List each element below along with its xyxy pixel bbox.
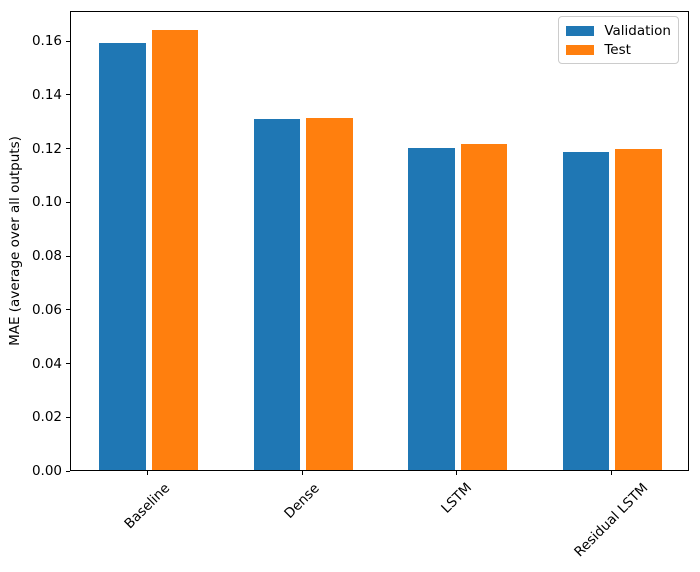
y-tick-mark [66,40,70,42]
bar-test-baseline [151,29,199,470]
x-tick-label: LSTM [438,479,475,517]
bar-validation-baseline [99,43,146,470]
x-tick-mark [610,471,612,475]
y-tick-label: 0.00 [31,463,62,479]
y-tick-label: 0.04 [31,355,62,372]
plot-area [70,11,689,471]
y-tick-mark [66,255,70,257]
y-tick-mark [66,363,70,365]
legend-item-validation: Validation [566,21,671,40]
bar-test-dense [306,117,353,470]
y-tick-label: 0.16 [31,33,62,50]
x-tick-mark [147,471,149,475]
y-tick-mark [66,309,70,311]
y-tick-mark [66,470,70,472]
bar-test-lstm [460,143,508,470]
validation-color-swatch [566,25,595,36]
y-tick-mark [66,148,70,150]
bar-test-residual-lstm [615,149,662,470]
x-tick-mark [456,471,458,475]
bar-validation-lstm [408,147,455,470]
y-tick-label: 0.08 [31,248,62,265]
y-tick-label: 0.12 [31,140,62,157]
test-color-swatch [566,44,595,55]
y-tick-label: 0.06 [31,301,62,318]
bar-validation-dense [253,119,301,470]
y-tick-mark [66,416,70,418]
x-tick-mark [301,471,303,475]
legend-label-test: Test [604,41,631,58]
y-tick-label: 0.14 [31,86,62,103]
y-tick-mark [66,201,70,203]
x-tick-label: Dense [280,480,323,522]
legend-item-test: Test [566,40,671,59]
x-tick-label: Baseline [121,479,174,532]
y-tick-label: 0.10 [31,194,62,211]
y-tick-mark [66,94,70,96]
bar-validation-residual-lstm [562,152,610,470]
legend-label-validation: Validation [604,22,671,39]
y-tick-label: 0.02 [31,409,62,426]
legend: Validation Test [558,16,679,64]
y-axis-label-wrap: MAE (average over all outputs) [0,11,30,471]
x-tick-label: Residual LSTM [571,479,652,560]
